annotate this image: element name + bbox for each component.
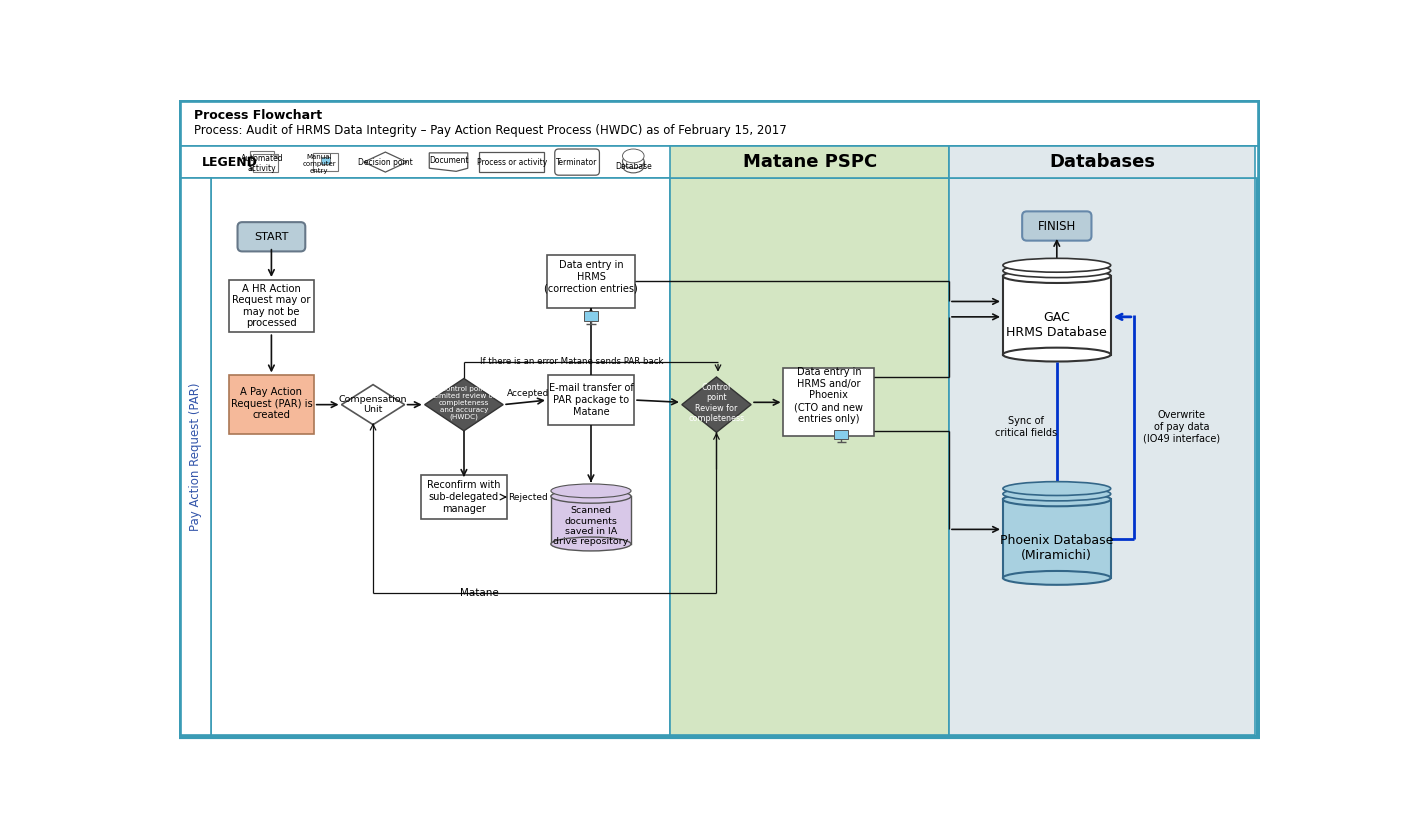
FancyBboxPatch shape <box>548 255 635 307</box>
FancyBboxPatch shape <box>548 375 635 425</box>
FancyBboxPatch shape <box>834 430 848 440</box>
FancyBboxPatch shape <box>253 154 278 172</box>
FancyBboxPatch shape <box>212 179 670 735</box>
Ellipse shape <box>622 159 644 173</box>
FancyBboxPatch shape <box>181 179 212 735</box>
FancyBboxPatch shape <box>670 179 949 735</box>
Ellipse shape <box>622 149 644 163</box>
Text: Automated
activity: Automated activity <box>241 154 284 174</box>
Text: Process: Audit of HRMS Data Integrity – Pay Action Request Process (HWDC) as of : Process: Audit of HRMS Data Integrity – … <box>194 124 788 137</box>
FancyBboxPatch shape <box>250 151 275 170</box>
Polygon shape <box>424 378 503 430</box>
FancyBboxPatch shape <box>320 157 330 165</box>
Ellipse shape <box>1002 258 1111 273</box>
FancyBboxPatch shape <box>783 368 875 436</box>
FancyBboxPatch shape <box>479 152 543 172</box>
Text: Control
point
Review for
completeness: Control point Review for completeness <box>688 383 744 423</box>
Ellipse shape <box>1002 482 1111 495</box>
Text: Databases: Databases <box>1049 153 1155 171</box>
Polygon shape <box>430 153 468 171</box>
Text: Terminator: Terminator <box>556 158 598 166</box>
Text: E-mail transfer of
PAR package to
Matane: E-mail transfer of PAR package to Matane <box>549 383 633 416</box>
FancyBboxPatch shape <box>313 153 337 171</box>
Ellipse shape <box>1002 263 1111 278</box>
Text: Accepted: Accepted <box>507 390 549 398</box>
FancyBboxPatch shape <box>181 102 1258 146</box>
Text: Pay Action Request (PAR): Pay Action Request (PAR) <box>190 382 202 531</box>
Ellipse shape <box>1002 269 1111 283</box>
Text: Document: Document <box>428 156 469 165</box>
Polygon shape <box>272 154 278 159</box>
Polygon shape <box>341 385 404 425</box>
Text: Decision point: Decision point <box>358 158 413 166</box>
Ellipse shape <box>550 484 630 498</box>
Text: Overwrite
of pay data
(IO49 interface): Overwrite of pay data (IO49 interface) <box>1143 411 1220 444</box>
Text: Control point
Limited review of
completeness
and accuracy
(HWDC): Control point Limited review of complete… <box>432 386 496 420</box>
Ellipse shape <box>1002 487 1111 501</box>
Text: A HR Action
Request may or
may not be
processed: A HR Action Request may or may not be pr… <box>232 283 310 328</box>
Ellipse shape <box>1002 347 1111 361</box>
Ellipse shape <box>550 489 630 504</box>
Text: Reconfirm with
sub-delegated
manager: Reconfirm with sub-delegated manager <box>427 480 501 514</box>
Polygon shape <box>364 152 407 172</box>
FancyBboxPatch shape <box>181 146 1258 179</box>
Text: FINISH: FINISH <box>1038 219 1075 233</box>
Polygon shape <box>682 377 751 432</box>
Text: Process Flowchart: Process Flowchart <box>194 109 323 121</box>
Text: START: START <box>254 232 289 242</box>
Text: If there is an error Matane sends PAR back: If there is an error Matane sends PAR ba… <box>480 357 664 366</box>
Text: LEGEND: LEGEND <box>202 155 258 169</box>
FancyBboxPatch shape <box>181 102 1258 737</box>
Text: Database: Database <box>615 162 651 171</box>
FancyBboxPatch shape <box>555 149 600 175</box>
FancyBboxPatch shape <box>949 179 1255 735</box>
Text: Data entry in
HRMS and/or
Phoenix
(CTO and new
entries only): Data entry in HRMS and/or Phoenix (CTO a… <box>795 367 863 424</box>
FancyBboxPatch shape <box>1002 276 1111 355</box>
FancyBboxPatch shape <box>1022 211 1091 241</box>
FancyBboxPatch shape <box>584 312 598 321</box>
Text: Data entry in
HRMS
(correction entries): Data entry in HRMS (correction entries) <box>545 260 637 293</box>
Ellipse shape <box>550 537 630 551</box>
Ellipse shape <box>1002 493 1111 506</box>
Text: Scanned
documents
saved in IA
drive repository: Scanned documents saved in IA drive repo… <box>553 506 629 547</box>
Text: Compensation
Unit: Compensation Unit <box>338 395 407 415</box>
Text: Manual
computer
entry: Manual computer entry <box>302 154 336 174</box>
Ellipse shape <box>1002 571 1111 585</box>
FancyBboxPatch shape <box>229 280 313 332</box>
FancyBboxPatch shape <box>949 146 1255 179</box>
Ellipse shape <box>622 155 644 168</box>
FancyBboxPatch shape <box>237 222 305 252</box>
FancyBboxPatch shape <box>622 161 644 166</box>
Text: Sync of
critical fields: Sync of critical fields <box>995 416 1057 438</box>
Text: Process or activity: Process or activity <box>476 158 546 166</box>
Text: Phoenix Database
(Miramichi): Phoenix Database (Miramichi) <box>1000 534 1113 562</box>
FancyBboxPatch shape <box>421 475 507 519</box>
Text: A Pay Action
Request (PAR) is
created: A Pay Action Request (PAR) is created <box>230 387 312 420</box>
Text: Matane PSPC: Matane PSPC <box>743 153 876 171</box>
Text: GAC
HRMS Database: GAC HRMS Database <box>1007 311 1108 338</box>
Text: Matane: Matane <box>461 588 498 597</box>
FancyBboxPatch shape <box>1002 499 1111 578</box>
Text: Rejected: Rejected <box>508 493 548 502</box>
FancyBboxPatch shape <box>229 376 313 434</box>
FancyBboxPatch shape <box>670 146 949 179</box>
FancyBboxPatch shape <box>550 496 630 544</box>
